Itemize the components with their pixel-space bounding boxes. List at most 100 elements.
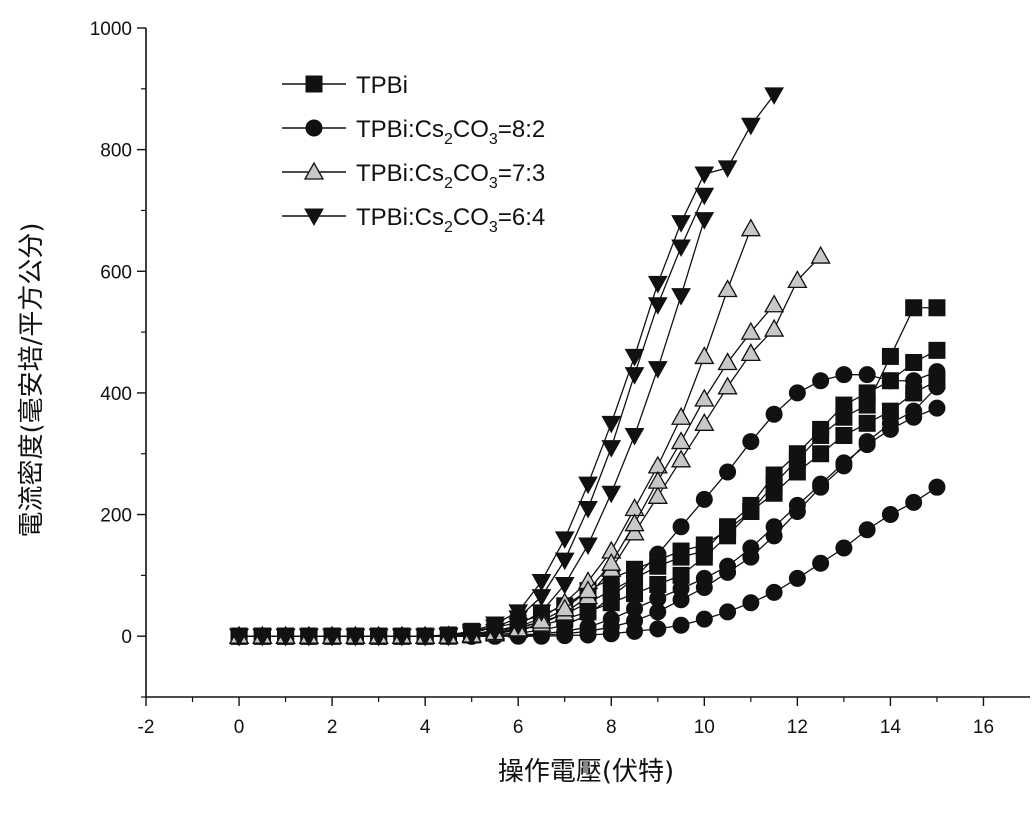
data-point-square: [812, 426, 830, 444]
data-point-triangle-down: [554, 576, 575, 595]
legend-label: TPBi:Cs2CO3=6:4: [356, 204, 545, 236]
data-point-square: [881, 347, 899, 365]
y-tick-label: 1000: [90, 19, 132, 40]
data-point-triangle-down: [461, 627, 482, 645]
legend-label-part: CO: [453, 160, 489, 187]
legend-label: TPBi:Cs2CO3=7:3: [356, 160, 545, 192]
data-point-circle: [742, 594, 760, 612]
data-point-triangle-down: [578, 476, 598, 495]
series-3: [228, 218, 831, 644]
data-point-square: [672, 548, 690, 566]
legend-label-part: TPBi:Cs: [356, 160, 444, 187]
data-point-circle: [928, 478, 946, 496]
legend-label-part: =6:4: [498, 204, 545, 231]
data-point-triangle-up: [303, 161, 325, 180]
axis-ticks: -2 0 2 4 6 8 10 12 14 16 0 200 400 600 800 1000: [90, 19, 994, 738]
x-tick-label: 2: [327, 717, 338, 738]
legend-label-part: =7:3: [498, 160, 545, 187]
legend-label-part: CO: [453, 116, 489, 143]
x-tick-label: 14: [880, 717, 902, 738]
data-point-circle: [765, 405, 783, 423]
data-point-circle: [905, 493, 923, 511]
data-point-triangle-down: [694, 166, 715, 184]
data-point-triangle-down: [647, 361, 668, 379]
data-point-triangle-up: [763, 318, 785, 337]
data-point-triangle-down: [717, 160, 738, 178]
data-point-circle: [672, 518, 690, 536]
legend: TPBiTPBi:Cs2CO3=8:2TPBi:Cs2CO3=7:3TPBi:C…: [282, 72, 545, 236]
legend-label-part: 2: [444, 131, 453, 148]
data-point-square: [835, 426, 853, 444]
data-point-triangle-down: [624, 367, 645, 385]
data-point-triangle-down: [368, 628, 389, 647]
legend-item: TPBi: [282, 72, 408, 99]
data-point-triangle-up: [740, 218, 761, 237]
legend-label-part: TPBi:Cs: [356, 204, 444, 231]
data-point-triangle-down: [578, 500, 598, 519]
legend-label-part: 3: [489, 131, 498, 148]
data-point-square: [788, 451, 806, 469]
legend-label: TPBi:Cs2CO3=8:2: [356, 116, 545, 148]
data-point-circle: [765, 527, 783, 545]
legend-item: TPBi:Cs2CO3=7:3: [282, 160, 545, 192]
x-tick-label: 16: [973, 717, 994, 738]
data-point-triangle-up: [647, 485, 668, 504]
data-point-square: [695, 548, 713, 566]
data-point-circle: [928, 399, 946, 417]
legend-item: TPBi:Cs2CO3=8:2: [282, 116, 545, 148]
data-point-circle: [695, 490, 713, 508]
data-point-triangle-down: [694, 212, 715, 230]
data-point-square: [928, 341, 946, 359]
data-point-square: [858, 396, 876, 414]
y-tick-label: 200: [100, 506, 132, 527]
data-point-triangle-down: [304, 208, 324, 227]
data-point-circle: [579, 626, 597, 644]
data-point-triangle-up: [694, 412, 715, 431]
data-point-square: [742, 503, 760, 521]
series-line: [239, 304, 775, 637]
data-point-circle: [858, 366, 876, 384]
data-point-square: [835, 408, 853, 426]
data-point-circle: [835, 366, 853, 384]
x-axis-title: 操作電壓(伏特): [498, 757, 674, 787]
data-point-circle: [812, 554, 830, 572]
data-point-triangle-up: [670, 406, 692, 425]
y-tick-label: 400: [100, 384, 132, 405]
data-point-circle: [788, 384, 806, 402]
data-point-triangle-up: [601, 552, 622, 571]
legend-label-part: 3: [489, 219, 498, 236]
data-point-circle: [602, 588, 620, 606]
legend-label-part: TPBi:Cs: [356, 116, 444, 143]
data-point-triangle-up: [670, 431, 692, 450]
data-point-triangle-down: [740, 117, 761, 136]
data-point-triangle-up: [740, 343, 761, 362]
x-tick-label: 12: [787, 717, 808, 738]
data-point-triangle-down: [415, 628, 436, 647]
axes: [145, 28, 1030, 698]
data-point-triangle-down: [671, 288, 691, 306]
data-point-triangle-down: [554, 552, 575, 571]
x-tick-label: 8: [606, 717, 617, 738]
data-point-circle: [695, 579, 713, 597]
y-tick-label: 600: [100, 262, 132, 283]
data-point-triangle-down: [578, 537, 598, 555]
x-tick-label: 10: [694, 717, 715, 738]
data-point-triangle-down: [485, 623, 505, 642]
data-point-triangle-down: [531, 589, 552, 607]
data-point-triangle-up: [717, 279, 738, 298]
data-point-triangle-down: [531, 573, 552, 592]
data-point-circle: [742, 433, 760, 451]
data-point-square: [905, 299, 923, 317]
data-point-triangle-down: [554, 531, 575, 549]
data-point-triangle-down: [601, 415, 622, 434]
data-point-circle: [719, 563, 737, 581]
data-point-triangle-up: [740, 321, 761, 340]
data-point-circle: [719, 463, 737, 481]
data-point-circle: [742, 548, 760, 566]
data-point-square: [765, 475, 783, 493]
legend-label-part: 3: [489, 175, 498, 192]
data-point-circle: [649, 603, 667, 621]
data-point-circle: [649, 620, 667, 638]
data-point-triangle-up: [670, 449, 692, 468]
series-layer: [228, 87, 946, 647]
